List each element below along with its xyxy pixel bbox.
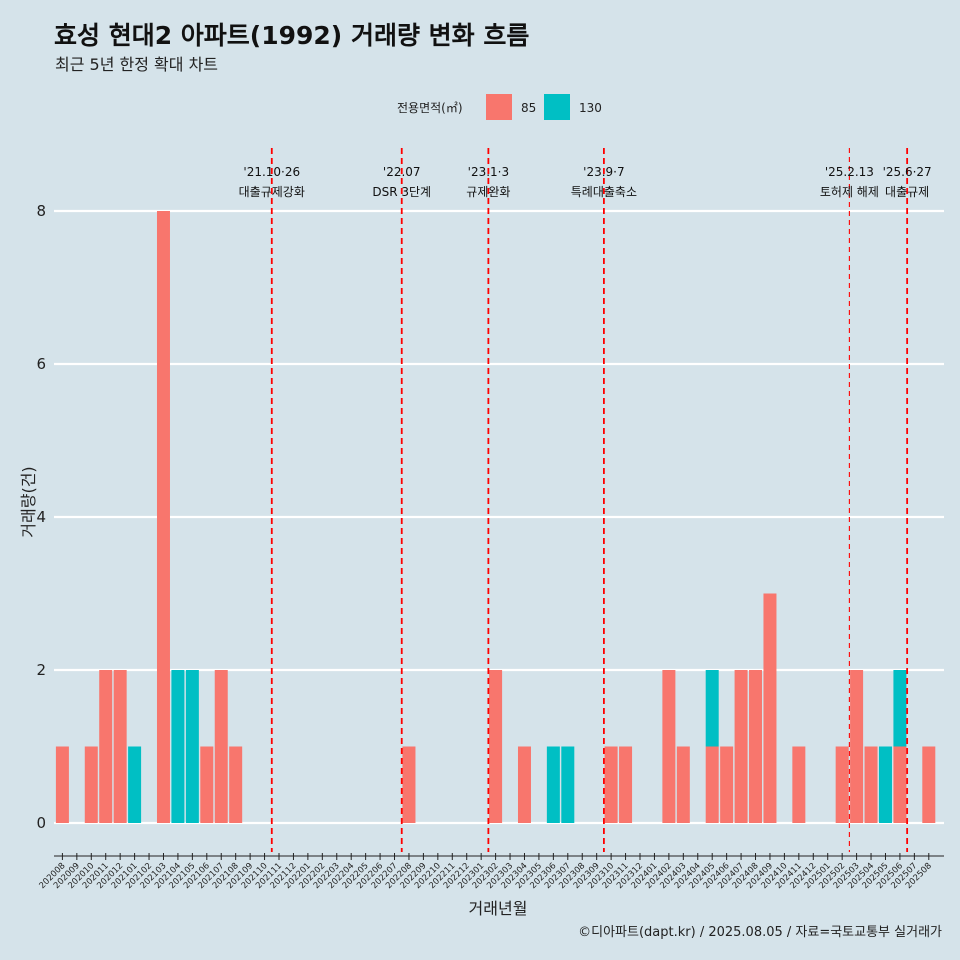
y-tick-label: 4	[36, 508, 46, 526]
bar-130-202505	[878, 746, 892, 823]
legend-swatch-130	[544, 94, 570, 120]
annotation-date: '25.2.13	[825, 165, 874, 179]
bar-85-202403	[676, 746, 690, 823]
annotation-date: '25.6·27	[883, 165, 932, 179]
chart-title: 효성 현대2 아파트(1992) 거래량 변화 흐름	[54, 21, 529, 50]
bar-130-202104	[171, 670, 185, 823]
annotation-label: DSR 3단계	[372, 185, 431, 199]
x-axis-title: 거래년월	[469, 899, 528, 918]
annotation-date: '23.9·7	[583, 165, 624, 179]
x-axis: 2020082020092020102020112020122021012021…	[38, 853, 944, 891]
bar-85-202008	[55, 746, 69, 823]
bar-130-202506	[893, 670, 907, 747]
legend-label-130: 130	[579, 101, 602, 115]
bar-85-202208	[402, 746, 416, 823]
bar-85-202503	[850, 670, 864, 823]
bar-85-202406	[720, 746, 734, 823]
y-tick-label: 0	[36, 814, 46, 832]
legend-swatch-85	[486, 94, 512, 120]
bar-85-202407	[734, 670, 748, 823]
annotation-date: '21.10·26	[243, 165, 300, 179]
bar-85-202408	[749, 670, 763, 823]
legend-label-85: 85	[521, 101, 536, 115]
bar-130-202405	[705, 670, 719, 747]
bar-85-202108	[229, 746, 243, 823]
bar-85-202508	[922, 746, 936, 823]
bar-85-202107	[214, 670, 228, 823]
bar-85-202502	[835, 746, 849, 823]
bar-85-202010	[84, 746, 98, 823]
bar-85-202411	[792, 746, 806, 823]
bar-85-202506	[893, 746, 907, 823]
legend-title: 전용면적(㎡)	[397, 101, 463, 115]
annotation-label: 대출규제	[885, 185, 929, 199]
caption: ©디아파트(dapt.kr) / 2025.08.05 / 자료=국토교통부 실…	[578, 925, 942, 940]
annotation-date: '22.07	[383, 165, 421, 179]
bar-130-202105	[185, 670, 199, 823]
y-tick-label: 2	[36, 661, 46, 679]
y-tick-label: 8	[36, 202, 46, 220]
annotation-label: 특례대출축소	[571, 185, 637, 199]
bar-85-202012	[113, 670, 127, 823]
bar-85-202103	[156, 211, 170, 823]
bar-85-202409	[763, 593, 777, 823]
annotation-date: '23.1·3	[468, 165, 509, 179]
annotation-label: 토허제 해제	[820, 185, 879, 199]
bar-85-202405	[705, 746, 719, 823]
bar-85-202304	[517, 746, 531, 823]
bars	[55, 211, 936, 823]
bar-85-202106	[200, 746, 214, 823]
bar-85-202311	[619, 746, 633, 823]
y-tick-label: 6	[36, 355, 46, 373]
y-axis-title: 거래량(건)	[19, 466, 38, 537]
annotation-label: 규제완화	[466, 185, 510, 199]
bar-85-202011	[99, 670, 113, 823]
bar-85-202310	[604, 746, 618, 823]
annotation-label: 대출규제강화	[239, 185, 305, 199]
y-axis-ticks: 0 2 4 6 8	[36, 202, 46, 832]
bar-85-202402	[662, 670, 676, 823]
bar-130-202101	[128, 746, 142, 823]
bar-85-202504	[864, 746, 878, 823]
bar-130-202306	[546, 746, 560, 823]
annotations: '21.10·26 대출규제강화 '22.07 DSR 3단계 '23.1·3 규제완화 '…	[239, 148, 932, 852]
legend: 전용면적(㎡) 85 130	[397, 94, 602, 120]
chart-subtitle: 최근 5년 한정 확대 차트	[55, 55, 218, 74]
bar-85-202302	[489, 670, 503, 823]
bar-130-202307	[561, 746, 575, 823]
